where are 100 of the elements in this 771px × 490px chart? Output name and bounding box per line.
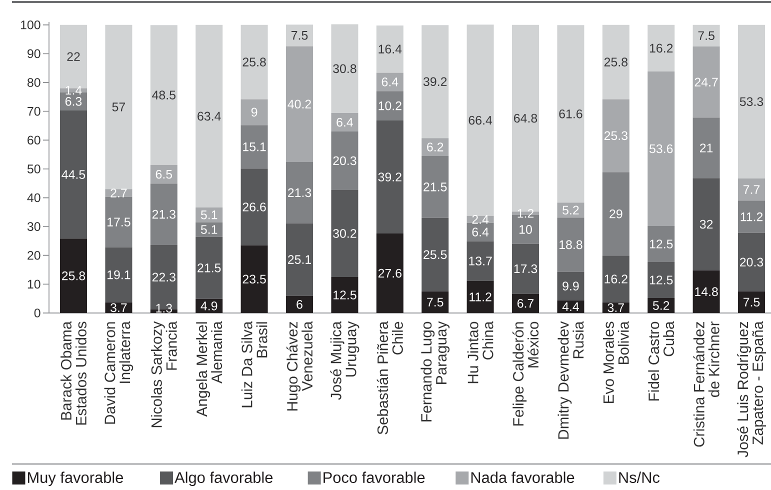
data-label: 1.3 xyxy=(156,304,172,313)
data-label: 23.5 xyxy=(242,274,266,284)
data-label: 1.4 xyxy=(66,86,82,95)
bar xyxy=(466,24,494,216)
data-label: 21 xyxy=(700,144,713,152)
data-label: 6 xyxy=(296,300,302,309)
bar xyxy=(692,178,720,270)
bar xyxy=(738,200,766,233)
data-label: 26.6 xyxy=(242,202,266,212)
bar xyxy=(105,24,132,190)
data-label: 25.8 xyxy=(242,58,266,66)
data-label: 25.5 xyxy=(424,250,447,260)
data-label: 6.5 xyxy=(156,170,172,179)
bar xyxy=(240,24,268,100)
bar xyxy=(692,46,720,118)
bar xyxy=(240,245,268,313)
bar xyxy=(240,168,268,246)
bar xyxy=(738,291,766,313)
x-tick-label: Luiz Da Silva Brasil xyxy=(241,321,268,408)
data-label: 39.2 xyxy=(378,172,402,182)
data-label: 17.3 xyxy=(514,264,538,274)
x-tick-label: José Mujica Uruguay xyxy=(330,321,360,400)
data-label: 10.2 xyxy=(378,101,402,110)
data-label: 16.2 xyxy=(650,44,673,53)
data-label: 6.4 xyxy=(336,118,353,127)
data-label: 48.5 xyxy=(152,90,176,100)
bar xyxy=(557,272,584,300)
data-label: 53.6 xyxy=(649,144,673,154)
data-label: 15.1 xyxy=(243,142,266,152)
x-tick-label: Hugo Chávez Venezuela xyxy=(286,321,313,411)
bar xyxy=(105,196,132,248)
bar xyxy=(376,72,404,92)
y-tick-label: 0 xyxy=(34,308,40,318)
data-label: 32 xyxy=(700,220,713,229)
data-label: 21.5 xyxy=(424,182,447,192)
bar xyxy=(105,247,132,302)
bar xyxy=(648,298,675,313)
y-tick-label: 70 xyxy=(28,106,40,116)
legend-label: Nada favorable xyxy=(471,472,574,484)
data-label: 7.7 xyxy=(743,185,760,194)
data-label: 63.4 xyxy=(198,112,221,121)
data-label: 25.1 xyxy=(288,255,312,264)
bar xyxy=(286,46,313,162)
y-tick-label: 80 xyxy=(27,78,40,87)
bar xyxy=(60,110,87,239)
data-label: 20.3 xyxy=(333,156,356,166)
data-label: 13.7 xyxy=(469,256,492,266)
data-label: 22 xyxy=(67,52,80,61)
bar xyxy=(422,156,449,218)
data-label: 66.4 xyxy=(468,116,492,125)
data-label: 7.5 xyxy=(291,31,308,40)
x-tick-label: Nicolas Sarkozy Francia xyxy=(150,321,177,428)
data-label: 5.1 xyxy=(200,225,218,234)
bar xyxy=(602,256,630,302)
data-label: 57 xyxy=(112,102,125,112)
x-tick-label: Fidel Castro Cuba xyxy=(648,321,674,401)
y-tick-label: 50 xyxy=(27,164,40,174)
bar xyxy=(557,218,584,272)
y-tick-label: 60 xyxy=(28,136,40,145)
data-label: 53.3 xyxy=(740,97,764,106)
bar xyxy=(557,25,584,203)
data-label: 27.6 xyxy=(378,268,402,278)
bar xyxy=(196,222,223,237)
bar xyxy=(286,24,313,46)
data-label: 61.6 xyxy=(559,110,582,118)
bar xyxy=(466,241,494,281)
x-tick-label: David Cameron Inglaterra xyxy=(104,321,134,424)
bar xyxy=(512,244,540,294)
data-label: 12.5 xyxy=(650,276,673,284)
bar xyxy=(557,202,584,218)
bar xyxy=(376,120,404,234)
data-label: 3.7 xyxy=(110,303,127,312)
data-label: 5.2 xyxy=(562,206,579,215)
bar xyxy=(602,172,630,256)
y-tick-label: 30 xyxy=(27,222,40,231)
data-label: 4.4 xyxy=(562,302,579,311)
data-label: 39.2 xyxy=(423,77,447,86)
x-tick-label: José Luis Rodríguez Zapatero - España xyxy=(736,321,766,458)
data-label: 6.7 xyxy=(517,298,534,308)
bar xyxy=(331,190,358,277)
data-label: 6.3 xyxy=(65,96,82,106)
bar xyxy=(196,208,223,222)
x-tick-label: Felipe Calderón México xyxy=(512,322,539,426)
data-label: 5.2 xyxy=(652,301,670,310)
bar xyxy=(692,270,720,313)
bar xyxy=(376,25,404,73)
x-tick-label: Barack Obama Estados Unidos xyxy=(60,321,86,425)
data-label: 24.7 xyxy=(694,78,718,86)
bar xyxy=(648,24,675,72)
data-label: 3.7 xyxy=(608,303,624,312)
bar xyxy=(466,222,494,242)
data-label: 18.8 xyxy=(560,240,582,250)
bar xyxy=(648,72,675,226)
data-label: 11.2 xyxy=(470,292,492,302)
bar xyxy=(422,291,449,313)
data-label: 22.3 xyxy=(152,272,176,282)
bar xyxy=(286,162,313,224)
bar xyxy=(150,25,178,165)
bar xyxy=(512,294,540,313)
data-label: 2.4 xyxy=(472,215,489,224)
